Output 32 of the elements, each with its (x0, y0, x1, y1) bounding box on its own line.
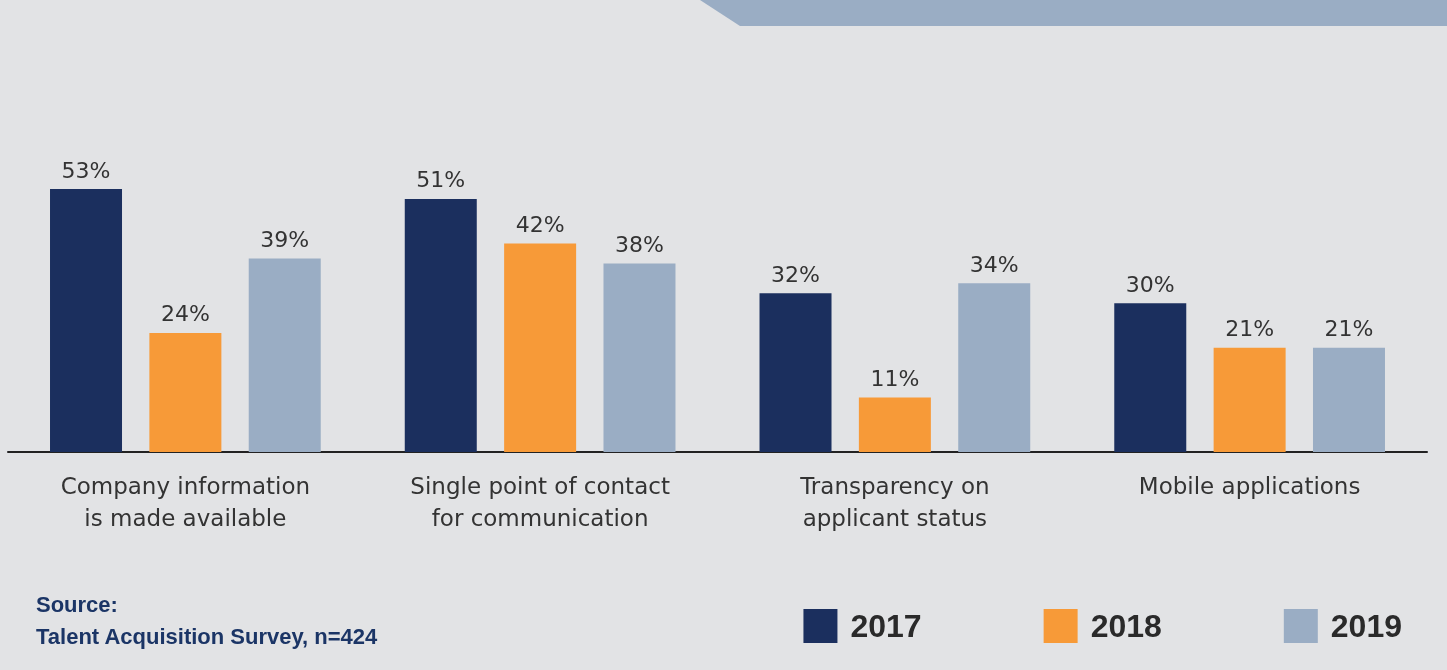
data-label: 51% (416, 167, 466, 193)
bar (958, 283, 1031, 452)
bar (504, 243, 577, 452)
legend-label: 2019 (1330, 608, 1402, 644)
bar (1114, 303, 1187, 452)
data-label: 42% (515, 212, 565, 238)
data-label: 21% (1225, 316, 1275, 342)
x-tick-label: Mobile applications (1138, 473, 1361, 499)
data-label: 39% (260, 226, 310, 252)
x-tick-label: Single point of contact for communication (410, 473, 670, 531)
legend-label: 2018 (1090, 608, 1162, 644)
bar (603, 263, 676, 452)
data-label: 53% (61, 157, 111, 183)
data-label: 24% (160, 301, 210, 327)
data-label: 38% (615, 231, 664, 257)
bar (1312, 347, 1385, 452)
data-label: 30% (1125, 271, 1175, 297)
legend-label: 2017 (850, 608, 922, 644)
x-tick-label: Company information is made available (60, 473, 311, 531)
data-label: 32% (771, 261, 820, 287)
bar (404, 198, 477, 452)
data-label: 34% (969, 251, 1019, 277)
data-label: 11% (870, 365, 920, 391)
bar (759, 293, 832, 452)
data-label: 21% (1324, 316, 1374, 342)
bar (149, 332, 222, 452)
bar (248, 258, 321, 452)
x-tick-label: Transparency on applicant status (799, 473, 990, 531)
bar (50, 189, 123, 452)
bar (1213, 347, 1286, 452)
bar (858, 397, 931, 452)
source-note: Source: Talent Acquisition Survey, n=424 (36, 591, 379, 649)
